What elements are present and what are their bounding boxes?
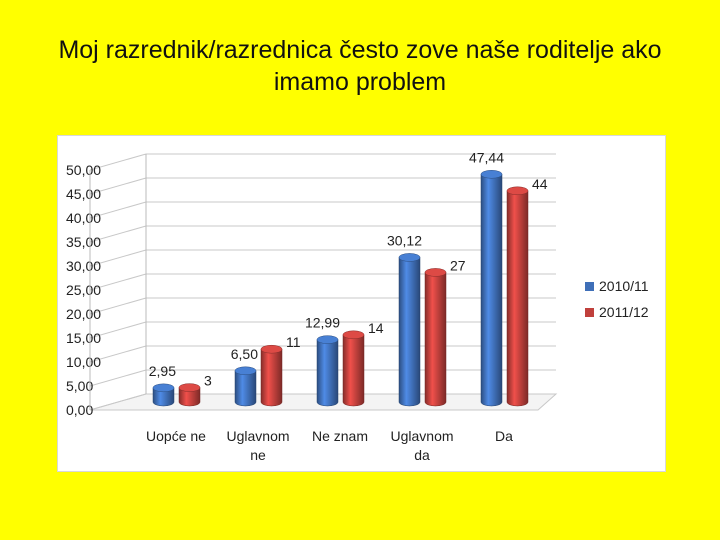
bar-top xyxy=(234,366,257,376)
gridline-side xyxy=(89,153,147,171)
x-category-label: Da xyxy=(495,428,513,444)
slide-title: Moj razrednik/razrednica često zove naše… xyxy=(30,34,690,98)
y-tick-label: 40,00 xyxy=(66,210,101,226)
y-tick-label: 0,00 xyxy=(66,402,93,418)
legend-swatch xyxy=(585,282,594,291)
bar-2010-11 xyxy=(398,257,421,407)
gridline-side xyxy=(89,225,147,243)
data-label: 2,95 xyxy=(149,363,176,379)
y-tick-label: 45,00 xyxy=(66,186,101,202)
gridline-side xyxy=(89,177,147,195)
gridline-side xyxy=(89,297,147,315)
bar-2011-12 xyxy=(506,190,529,407)
data-label: 30,12 xyxy=(387,232,422,248)
bar-top xyxy=(316,335,339,344)
y-tick-label: 20,00 xyxy=(66,306,101,322)
bar-2011-12 xyxy=(260,348,283,407)
chart-area: 0,00 5,00 10,00 15,00 20,00 25,00 30,00 35,00 40… xyxy=(57,135,666,472)
data-label: 6,50 xyxy=(231,346,258,362)
title-line-1: Moj razrednik/razrednica često zove naše… xyxy=(58,36,662,64)
data-label: 47,44 xyxy=(469,149,504,165)
data-label: 14 xyxy=(368,320,384,336)
bar-top xyxy=(342,330,365,340)
x-category-label: Uglavnom xyxy=(390,428,453,444)
gridline-side xyxy=(89,369,147,387)
bar-2010-11 xyxy=(316,339,339,407)
gridline-side xyxy=(89,273,147,291)
legend-label: 2010/11 xyxy=(599,278,649,294)
x-category-label: ne xyxy=(250,447,266,463)
y-tick-label: 35,00 xyxy=(66,234,101,250)
y-tick-label: 50,00 xyxy=(66,162,101,178)
legend-label: 2011/12 xyxy=(599,304,649,320)
bar-top xyxy=(398,253,421,262)
gridline-side xyxy=(89,249,147,267)
y-tick-label: 15,00 xyxy=(66,330,101,346)
gridline-side xyxy=(89,345,147,363)
bar-2010-11 xyxy=(152,387,175,407)
bar-chart: 0,00 5,00 10,00 15,00 20,00 25,00 30,00 35,00 40… xyxy=(66,149,649,463)
data-label: 11 xyxy=(286,334,301,350)
data-label: 12,99 xyxy=(305,315,340,331)
gridline-side xyxy=(89,393,147,411)
bar-2011-12 xyxy=(424,272,447,407)
bar-top xyxy=(152,383,175,393)
bar-2011-12 xyxy=(342,334,365,407)
y-tick-label: 25,00 xyxy=(66,282,101,298)
gridline-side xyxy=(89,201,147,219)
x-category-label: da xyxy=(414,447,430,463)
title-line-2: imamo problem xyxy=(273,68,447,96)
y-tick-label: 5,00 xyxy=(66,378,93,394)
x-category-label: Uopće ne xyxy=(146,428,206,444)
gridline-side xyxy=(89,321,147,339)
data-label: 3 xyxy=(204,373,212,389)
bar-top xyxy=(506,186,529,196)
bar-2010-11 xyxy=(480,174,503,407)
data-label: 44 xyxy=(532,176,548,192)
bar-2010-11 xyxy=(234,370,257,407)
bar-top xyxy=(178,383,201,392)
y-tick-label: 30,00 xyxy=(66,258,101,274)
x-category-label: Uglavnom xyxy=(226,428,289,444)
legend-swatch xyxy=(585,308,594,317)
bar-top xyxy=(260,344,283,354)
bar-2011-12 xyxy=(178,387,201,407)
data-label: 27 xyxy=(450,257,466,273)
x-category-label: Ne znam xyxy=(312,428,368,444)
bar-top xyxy=(480,170,503,179)
bar-top xyxy=(424,268,447,277)
y-tick-label: 10,00 xyxy=(66,354,101,370)
